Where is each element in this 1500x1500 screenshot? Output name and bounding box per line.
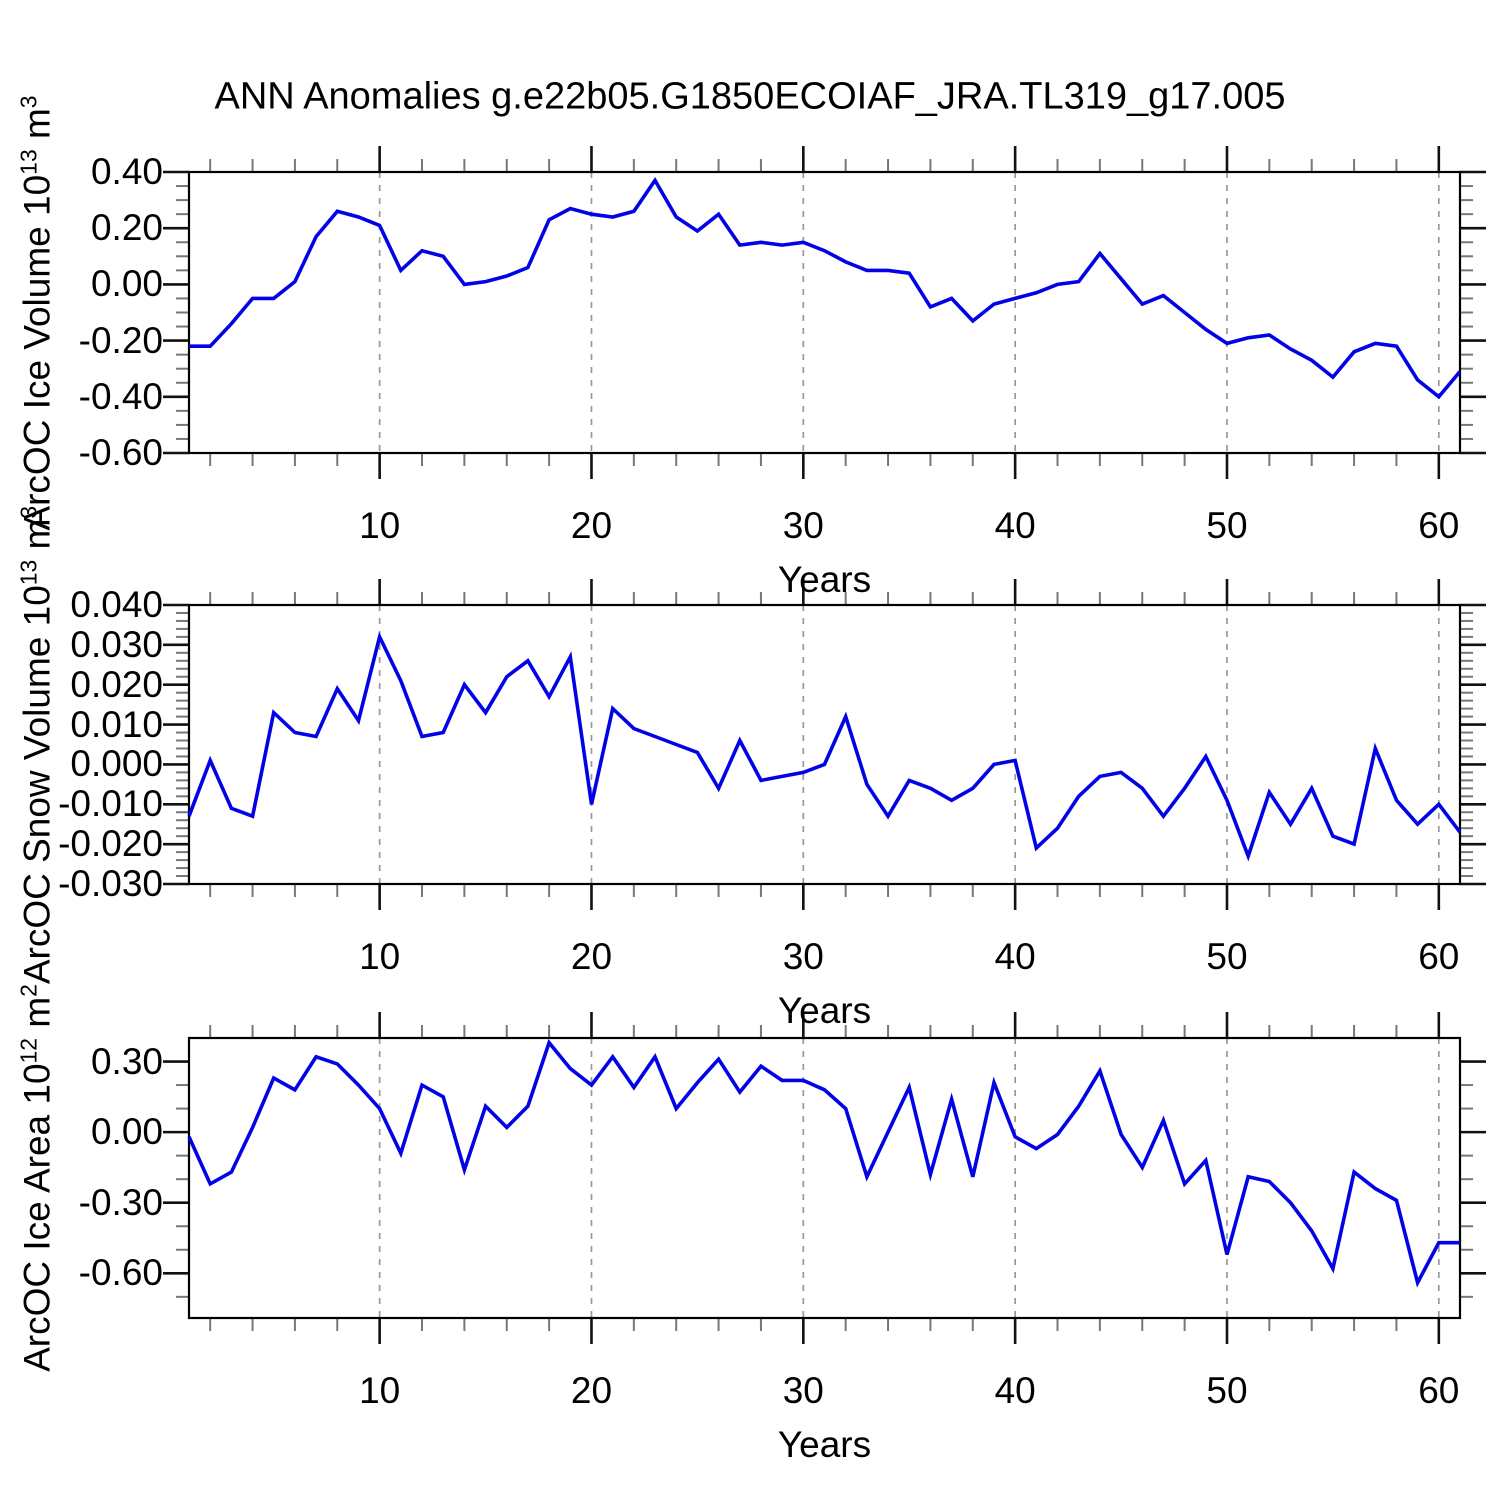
x-tick-label-ice-volume: 40 (994, 505, 1036, 546)
unit: m (16, 108, 58, 150)
y-tick-label-snow-volume: 0.000 (70, 743, 163, 785)
x-tick-label-ice-area: 30 (782, 1370, 824, 1411)
x-tick-label-ice-area: 50 (1206, 1370, 1248, 1411)
x-tick-label-ice-area: 40 (994, 1370, 1036, 1411)
x-axis-title-snow-volume: Years (777, 990, 872, 1031)
unit-exponent: 2 (15, 984, 42, 997)
y-tick-label-snow-volume: 0.030 (70, 623, 163, 665)
y-tick-label-ice-area: -0.60 (78, 1252, 163, 1294)
x-tick-label-ice-volume: 60 (1418, 505, 1460, 546)
y-tick-label-ice-volume: -0.60 (78, 432, 163, 473)
plot-frame-ice-volume (187, 170, 1462, 455)
exponent: 13 (15, 559, 42, 586)
unit-exponent: 3 (15, 95, 42, 109)
data-line-snow-volume (187, 631, 1462, 862)
figure-title: ANN Anomalies g.e22b05.G1850ECOIAF_JRA.T… (214, 75, 1286, 118)
plot-frame-ice-area (187, 1036, 1462, 1320)
y-tick-label-ice-area: 0.00 (90, 1111, 163, 1153)
data-line-ice-volume (189, 177, 1462, 400)
y-tick-label-ice-volume: -0.20 (78, 319, 163, 361)
x-tick-label-ice-area: 20 (570, 1370, 613, 1411)
x-tick-label-snow-volume: 20 (570, 936, 613, 977)
x-tick-label-ice-volume: 10 (359, 505, 401, 546)
x-tick-label-snow-volume: 30 (782, 936, 824, 977)
x-tick-label-ice-volume: 50 (1206, 505, 1248, 546)
y-tick-label-snow-volume: -0.020 (58, 823, 163, 865)
y-tick-label-snow-volume: 0.040 (70, 584, 163, 625)
x-tick-label-snow-volume: 50 (1206, 936, 1248, 977)
unit: m (16, 518, 58, 560)
x-tick-label-ice-volume: 20 (570, 505, 613, 546)
y-tick-label-ice-volume: 0.40 (90, 151, 163, 192)
x-tick-label-ice-area: 10 (359, 1370, 401, 1411)
unit: m (16, 996, 58, 1038)
x-axis-title-ice-volume: Years (777, 559, 872, 600)
x-tick-label-snow-volume: 40 (994, 936, 1036, 977)
y-tick-label-ice-area: -0.30 (78, 1181, 163, 1223)
x-tick-label-snow-volume: 60 (1418, 936, 1460, 977)
x-axis-title-ice-area: Years (777, 1424, 872, 1465)
y-tick-label-ice-area: 0.30 (90, 1040, 163, 1082)
y-tick-label-ice-volume: -0.40 (78, 375, 163, 417)
unit-exponent: 3 (15, 505, 42, 519)
y-tick-label-ice-volume: 0.20 (90, 207, 163, 249)
y-tick-label-snow-volume: -0.030 (58, 863, 163, 904)
plot-frame-snow-volume (187, 603, 1462, 886)
y-tick-label-snow-volume: 0.020 (70, 663, 163, 705)
y-tick-label-snow-volume: -0.010 (58, 783, 163, 825)
y-tick-label-ice-volume: 0.00 (90, 263, 163, 305)
x-tick-label-snow-volume: 10 (359, 936, 401, 977)
y-tick-label-snow-volume: 0.010 (70, 703, 163, 745)
data-line-ice-area (187, 1039, 1460, 1288)
x-tick-label-ice-area: 60 (1418, 1370, 1460, 1411)
x-tick-label-ice-volume: 30 (782, 505, 824, 546)
